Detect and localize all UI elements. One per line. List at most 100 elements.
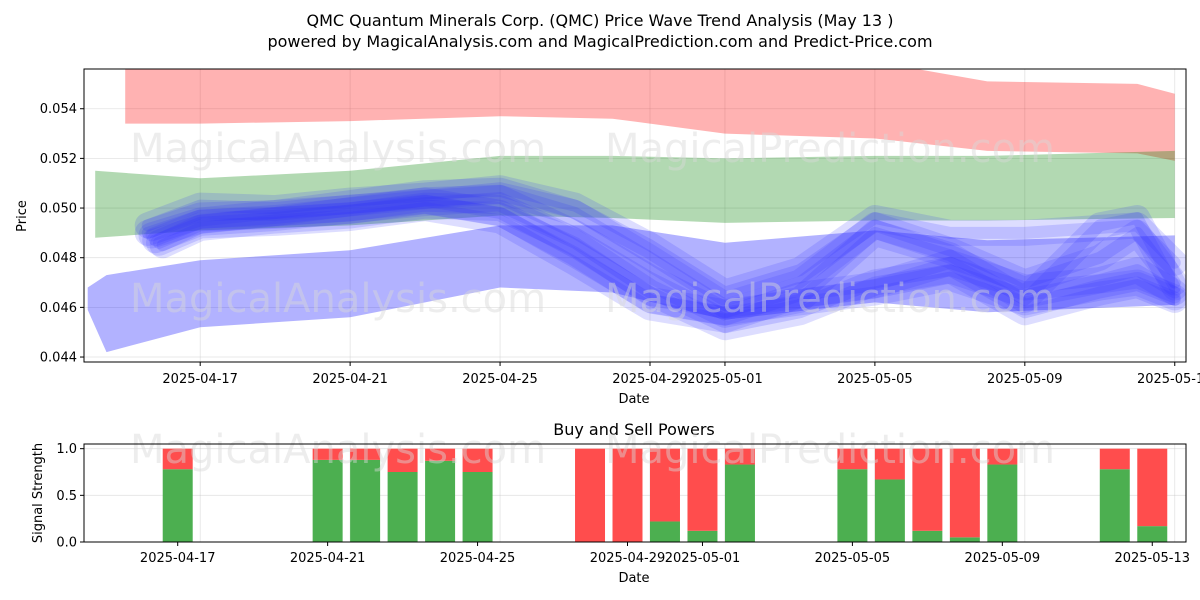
sell-bar-9 xyxy=(687,448,718,531)
signal-x-label: Date xyxy=(618,571,649,586)
band-resistance xyxy=(125,69,1175,161)
buy-bar-13 xyxy=(912,530,943,542)
signal-xtick-label-5: 2025-05-05 xyxy=(815,551,891,566)
signal-xtick-label-0: 2025-04-17 xyxy=(140,551,216,566)
signal-ytick-label-0: 0.0 xyxy=(56,536,77,551)
signal-xtick-label-4: 2025-05-01 xyxy=(665,551,741,566)
buy-bar-3 xyxy=(387,472,418,542)
wave-line-6 xyxy=(153,202,1181,326)
buy-bar-10 xyxy=(724,464,755,542)
signal-panel: Buy and Sell Powers MagicalAnalysis.com … xyxy=(31,420,1190,586)
buy-bar-2 xyxy=(350,459,381,542)
signal-y-label: Signal Strength xyxy=(31,443,46,543)
price-bands xyxy=(87,69,1175,353)
buy-bar-0 xyxy=(162,469,193,542)
sell-bar-14 xyxy=(949,448,980,538)
buy-bar-15 xyxy=(987,464,1018,542)
wave-band-5 xyxy=(138,187,1186,326)
price-ytick-label-4: 0.052 xyxy=(40,152,77,167)
sell-bar-8 xyxy=(649,448,680,522)
signal-x-axis: 2025-04-17 2025-04-21 2025-04-25 2025-04-29… xyxy=(140,542,1190,566)
buy-bar-8 xyxy=(649,521,680,542)
wave-line-5 xyxy=(145,194,1181,319)
sell-bar-10 xyxy=(724,448,755,465)
price-xtick-label-3: 2025-04-29 xyxy=(612,372,688,387)
signal-xtick-label-2: 2025-04-25 xyxy=(440,551,516,566)
price-ytick-label-2: 0.048 xyxy=(40,251,77,266)
price-xtick-label-4: 2025-05-01 xyxy=(687,372,763,387)
buy-bar-4 xyxy=(425,460,456,542)
wave-line-2 xyxy=(149,192,1181,321)
wave-line-1 xyxy=(141,184,1181,311)
sell-bar-16 xyxy=(1099,448,1130,470)
price-ytick-label-3: 0.050 xyxy=(40,202,77,217)
sell-bar-4 xyxy=(425,448,456,461)
signal-plot-frame xyxy=(83,443,1187,543)
watermark-analysis-bottom: MagicalAnalysis.com xyxy=(130,427,546,473)
price-y-axis: 0.044 0.046 0.048 0.050 0.052 0.054 xyxy=(40,102,84,366)
buy-bar-17 xyxy=(1137,526,1168,542)
price-plot-frame xyxy=(83,68,1187,363)
signal-xtick-label-3: 2025-04-29 xyxy=(590,551,666,566)
watermark-prediction-bottom: MagicalPrediction.com xyxy=(605,427,1055,473)
wave-band-1 xyxy=(134,177,1186,318)
signal-y-axis: 0.0 0.5 1.0 xyxy=(56,442,84,551)
price-x-label: Date xyxy=(618,392,649,407)
sell-bar-1 xyxy=(312,448,343,460)
sell-bar-12 xyxy=(874,448,905,480)
price-x-axis: 2025-04-17 2025-04-21 2025-04-25 2025-04-29… xyxy=(162,362,1200,387)
signal-ytick-label-1: 0.5 xyxy=(56,489,77,504)
price-xtick-label-1: 2025-04-21 xyxy=(312,372,388,387)
buy-bar-12 xyxy=(874,479,905,542)
chart-subtitle: powered by MagicalAnalysis.com and Magic… xyxy=(267,32,932,51)
sell-bar-6 xyxy=(575,448,606,542)
signal-bars xyxy=(162,448,1168,542)
sell-bar-0 xyxy=(162,448,193,470)
signal-xtick-label-1: 2025-04-21 xyxy=(290,551,366,566)
sell-bar-2 xyxy=(350,448,381,460)
price-xtick-label-5: 2025-05-05 xyxy=(837,372,913,387)
wave-line-3 xyxy=(141,182,1181,299)
price-panel: MagicalAnalysis.com MagicalPrediction.co… xyxy=(15,68,1200,407)
price-xtick-label-0: 2025-04-17 xyxy=(162,372,238,387)
signal-xtick-label-6: 2025-05-09 xyxy=(965,551,1041,566)
band-mid xyxy=(95,150,1175,238)
price-ytick-label-1: 0.046 xyxy=(40,301,77,316)
watermark-prediction-mid: MagicalPrediction.com xyxy=(605,276,1055,322)
watermark-analysis-top: MagicalAnalysis.com xyxy=(130,126,546,172)
sell-bar-7 xyxy=(612,448,643,542)
sell-bar-15 xyxy=(987,448,1018,465)
wave-band-6 xyxy=(146,195,1186,333)
wave-band-3 xyxy=(134,175,1186,306)
band-support xyxy=(87,225,1175,353)
price-xtick-label-7: 2025-05-13 xyxy=(1137,372,1200,387)
sell-bar-11 xyxy=(837,448,868,470)
buy-bar-16 xyxy=(1099,469,1130,542)
buy-bar-11 xyxy=(837,469,868,542)
sell-bar-5 xyxy=(462,448,493,472)
buy-bar-14 xyxy=(949,537,980,542)
signal-ytick-label-2: 1.0 xyxy=(56,442,77,457)
wave-band-4 xyxy=(149,192,1186,341)
buy-bar-1 xyxy=(312,459,343,542)
watermark-analysis-mid: MagicalAnalysis.com xyxy=(130,276,546,322)
buy-bar-5 xyxy=(462,472,493,542)
wave-band-2 xyxy=(142,185,1186,328)
price-y-label: Price xyxy=(15,200,30,232)
price-gridlines xyxy=(84,69,1186,362)
wave-line-4 xyxy=(156,199,1181,334)
sell-bar-3 xyxy=(387,448,418,472)
sell-bar-17 xyxy=(1137,448,1168,527)
price-xtick-label-6: 2025-05-09 xyxy=(987,372,1063,387)
price-xtick-label-2: 2025-04-25 xyxy=(462,372,538,387)
chart-title: QMC Quantum Minerals Corp. (QMC) Price W… xyxy=(306,11,893,30)
signal-xtick-label-7: 2025-05-13 xyxy=(1114,551,1190,566)
watermark-prediction-top: MagicalPrediction.com xyxy=(605,126,1055,172)
signal-title: Buy and Sell Powers xyxy=(553,420,715,439)
buy-bar-9 xyxy=(687,530,718,542)
price-ytick-label-5: 0.054 xyxy=(40,102,77,117)
sell-bar-13 xyxy=(912,448,943,531)
price-waves xyxy=(134,175,1186,341)
price-ytick-label-0: 0.044 xyxy=(40,351,77,366)
